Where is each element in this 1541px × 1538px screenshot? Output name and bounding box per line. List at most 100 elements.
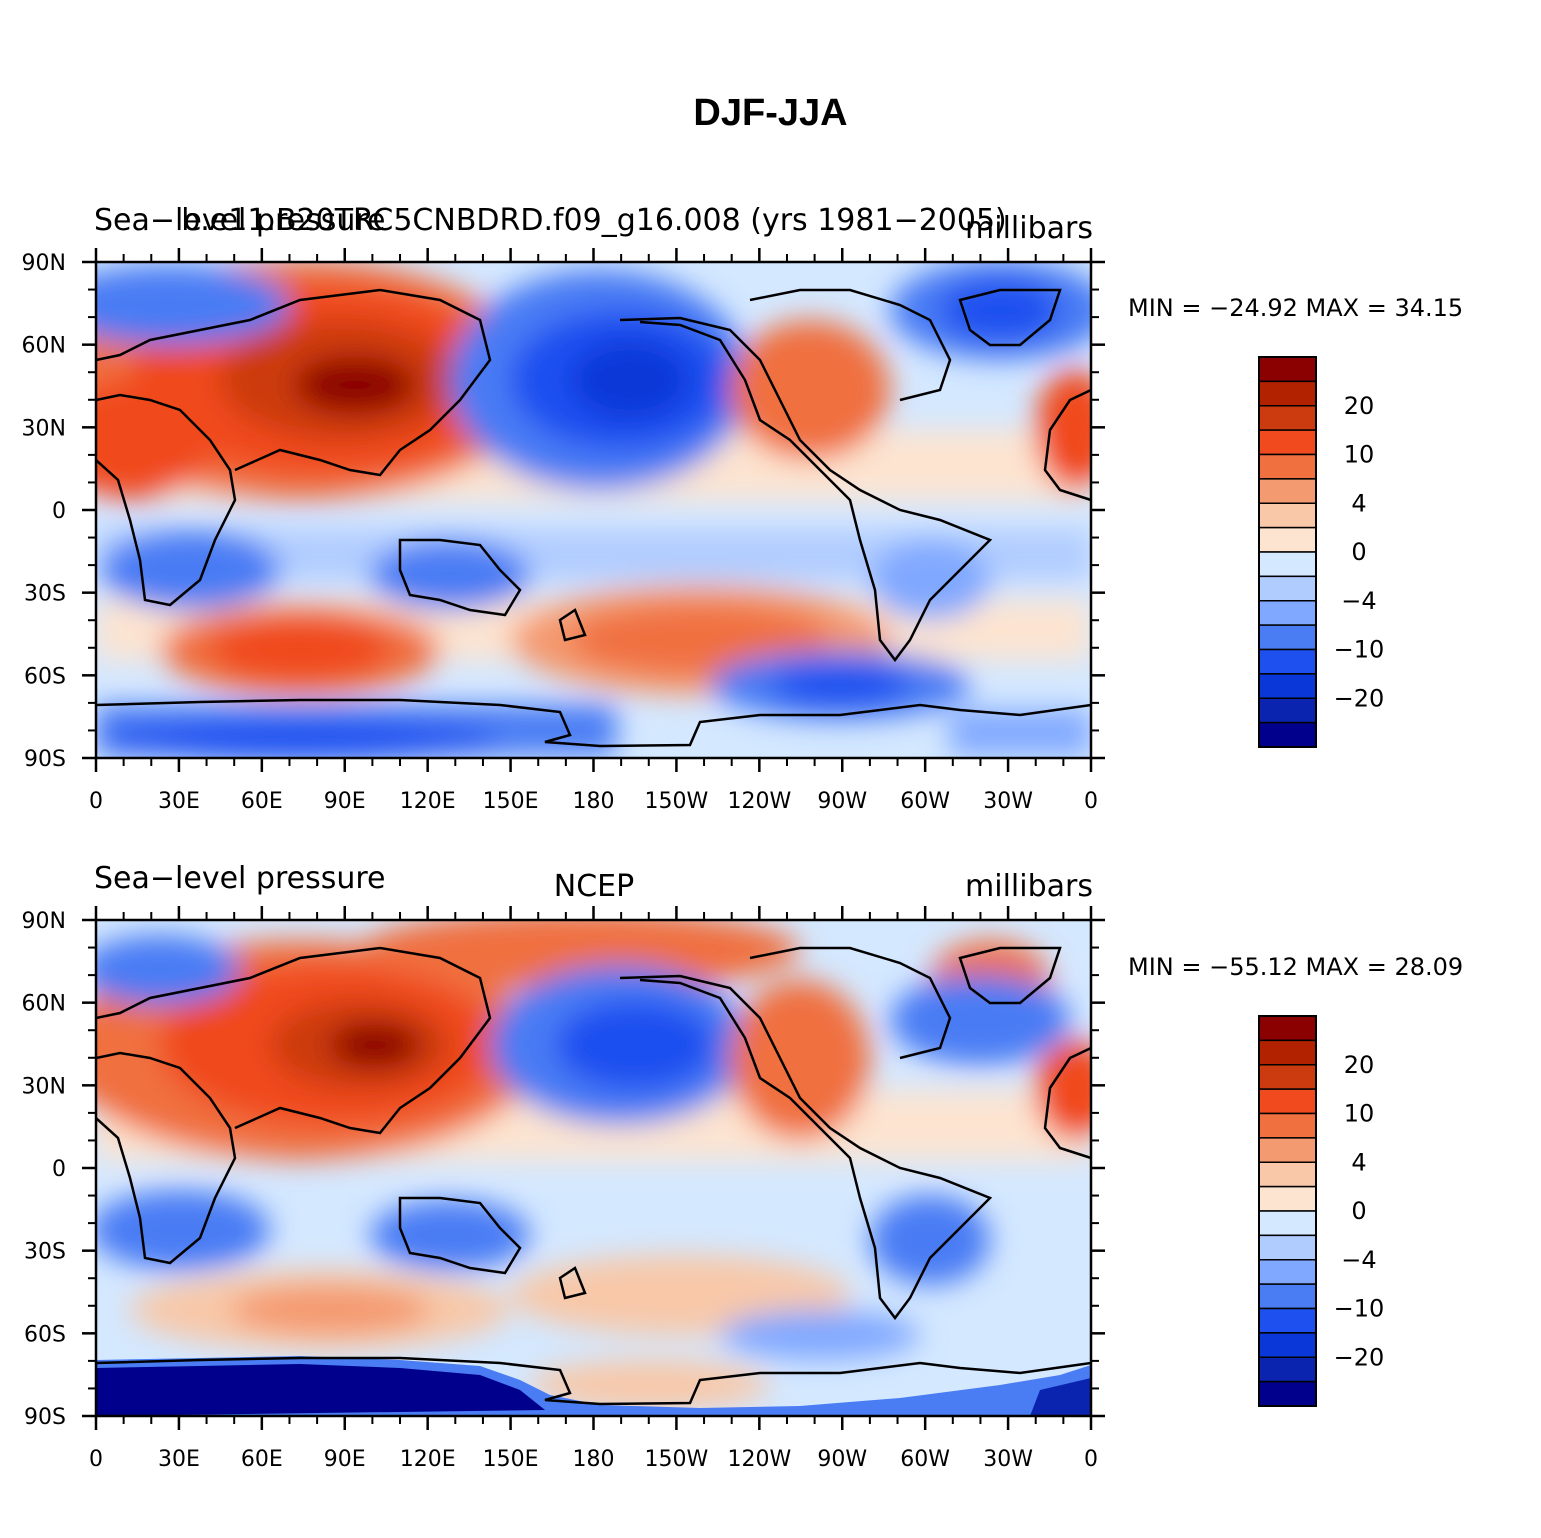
panel-top-colorbar-box	[1258, 697, 1317, 724]
panel-top-colorbar-box	[1258, 624, 1317, 651]
panel-bottom-ytick-label: 30N	[22, 1074, 66, 1099]
panel-top-left-title: Sea−level pressure	[94, 203, 385, 238]
panel-bottom-colorbar-box	[1258, 1259, 1317, 1285]
panel-top-xtick-label: 120W	[727, 789, 791, 814]
panel-top-xtick-label: 30E	[158, 789, 200, 814]
panel-bottom-coastlines	[96, 946, 1091, 1406]
figure-title: DJF-JJA	[693, 92, 848, 134]
panel-bottom-right-title: millibars	[965, 869, 1093, 904]
panel-top-ytick-label: 0	[52, 499, 66, 524]
panel-bottom-center-title: NCEP	[554, 869, 634, 904]
panel-top-colorbar-box	[1258, 721, 1317, 748]
panel-top-coastlines	[96, 288, 1091, 748]
panel-bottom-xtick-label: 180	[573, 1447, 615, 1472]
panel-top-ytick-label: 60S	[24, 664, 66, 689]
panel-top-ytick-label: 90S	[24, 747, 66, 772]
panel-top-xtick-label: 0	[1084, 789, 1098, 814]
panel-top-colorbar-box	[1258, 405, 1317, 431]
panel-top-xtick-label: 90W	[817, 789, 867, 814]
panel-top-colorbar-box	[1258, 502, 1317, 529]
panel-bottom-left-title: Sea−level pressure	[94, 861, 385, 896]
panel-bottom-colorbar-box	[1258, 1112, 1317, 1139]
panel-bottom-ytick-label: 90N	[22, 909, 66, 934]
panel-bottom-colorbar-box	[1258, 1356, 1317, 1383]
panel-bottom-colorbar-box	[1258, 1283, 1317, 1310]
panel-bottom-xtick-label: 30W	[983, 1447, 1033, 1472]
panel-top-xtick-label: 180	[573, 789, 615, 814]
panel-top-colorbar-label: −4	[1341, 587, 1376, 615]
panel-bottom: Sea−level pressure NCEP millibars	[22, 861, 1464, 1472]
panel-bottom-colorbar-box	[1258, 1380, 1317, 1407]
panel-top-colorbar-box	[1258, 429, 1317, 456]
panel-bottom-colorbar-label: 0	[1351, 1197, 1366, 1225]
panel-top-colorbar-box	[1258, 648, 1317, 675]
panel-top-colorbar-label: 20	[1344, 392, 1375, 420]
panel-top-colorbar-label: 10	[1344, 441, 1375, 469]
panel-bottom-xtick-label: 120W	[727, 1447, 791, 1472]
panel-top-colorbar: 20 10 4 0 −4 −10 −20	[1258, 356, 1385, 748]
panel-bottom-ytick-label: 0	[52, 1157, 66, 1182]
panel-top-colorbar-box	[1258, 551, 1317, 578]
panel-top-colorbar-label: 0	[1351, 538, 1366, 566]
panel-top-colorbar-box	[1258, 526, 1317, 553]
panel-top-xtick-label: 0	[89, 789, 103, 814]
panel-bottom-xtick-label: 60W	[900, 1447, 950, 1472]
panel-bottom-colorbar-box	[1258, 1332, 1317, 1358]
panel-top-xtick-label: 60E	[241, 789, 283, 814]
panel-top: Sea−level pressure b.e11.B20TRC5CNBDRD.f…	[22, 203, 1464, 814]
panel-bottom-xtick-label: 90W	[817, 1447, 867, 1472]
panel-bottom-xtick-label: 30E	[158, 1447, 200, 1472]
panel-bottom-colorbar-box	[1258, 1210, 1317, 1237]
panel-top-xtick-label: 30W	[983, 789, 1033, 814]
panel-bottom-colorbar-label: 20	[1344, 1051, 1375, 1079]
panel-top-colorbar-box	[1258, 478, 1317, 504]
panel-top-colorbar-box	[1258, 380, 1317, 407]
panel-bottom-colorbar-box	[1258, 1307, 1317, 1334]
panel-bottom-xtick-label: 150E	[483, 1447, 539, 1472]
panel-bottom-colorbar-box	[1258, 1161, 1317, 1188]
panel-bottom-ytick-label: 30S	[24, 1240, 66, 1265]
panel-bottom-xtick-label: 120E	[400, 1447, 456, 1472]
panel-top-colorbar-frame	[1258, 356, 1317, 748]
panel-bottom-axes: 0 30E 60E 90E 120E 150E 180 150W 120W 90W 60W 30W 09…	[22, 906, 1105, 1472]
panel-bottom-colorbar-label: 10	[1344, 1100, 1375, 1128]
panel-top-xtick-label: 120E	[400, 789, 456, 814]
panel-top-ytick-label: 90N	[22, 251, 66, 276]
panel-bottom-ytick-label: 90S	[24, 1405, 66, 1430]
panel-top-colorbar-box	[1258, 673, 1317, 699]
panel-bottom-colorbar-box	[1258, 1064, 1317, 1090]
panel-bottom-minmax: MIN = −55.12 MAX = 28.09	[1128, 953, 1463, 981]
panel-top-axes: 0 30E 60E 90E 120E 150E 180 150W 120W 90W 60W 30W 09…	[22, 248, 1105, 814]
panel-bottom-xtick-label: 60E	[241, 1447, 283, 1472]
panel-top-colorbar-label: −20	[1334, 684, 1385, 712]
panel-bottom-xtick-label: 90E	[324, 1447, 366, 1472]
panel-bottom-colorbar-box	[1258, 1088, 1317, 1115]
panel-bottom-colorbar-frame	[1258, 1015, 1317, 1407]
panel-top-colorbar-box	[1258, 600, 1317, 626]
panel-bottom-colorbar-box	[1258, 1234, 1317, 1261]
panel-top-colorbar-label: −10	[1334, 636, 1385, 664]
panel-bottom-colorbar-label: −10	[1334, 1295, 1385, 1323]
panel-bottom-colorbar-box	[1258, 1039, 1317, 1066]
panel-top-colorbar-box	[1258, 356, 1317, 383]
panel-bottom-colorbar-label: 4	[1351, 1148, 1366, 1176]
panel-top-colorbar-box	[1258, 453, 1317, 480]
panel-top-ytick-label: 60N	[22, 334, 66, 359]
panel-bottom-colorbar-box	[1258, 1015, 1317, 1042]
panel-bottom-xtick-label: 0	[1084, 1447, 1098, 1472]
panel-bottom-contour-field	[96, 920, 1091, 1416]
panel-top-ytick-label: 30S	[24, 582, 66, 607]
panel-bottom-colorbar: 20 10 4 0 −4 −10 −20	[1258, 1015, 1385, 1407]
panel-top-xtick-label: 60W	[900, 789, 950, 814]
panel-bottom-ytick-label: 60N	[22, 992, 66, 1017]
panel-top-center-title: b.e11.B20TRC5CNBDRD.f09_g16.008 (yrs 198…	[181, 203, 1007, 238]
panel-bottom-colorbar-box	[1258, 1185, 1317, 1212]
panel-bottom-ytick-label: 60S	[24, 1322, 66, 1347]
panel-top-xtick-label: 150E	[483, 789, 539, 814]
panel-top-colorbar-label: 4	[1351, 489, 1366, 517]
panel-top-ytick-label: 30N	[22, 416, 66, 441]
panel-top-minmax: MIN = −24.92 MAX = 34.15	[1128, 294, 1463, 322]
panel-bottom-xtick-label: 0	[89, 1447, 103, 1472]
panel-bottom-colorbar-label: −4	[1341, 1246, 1376, 1274]
